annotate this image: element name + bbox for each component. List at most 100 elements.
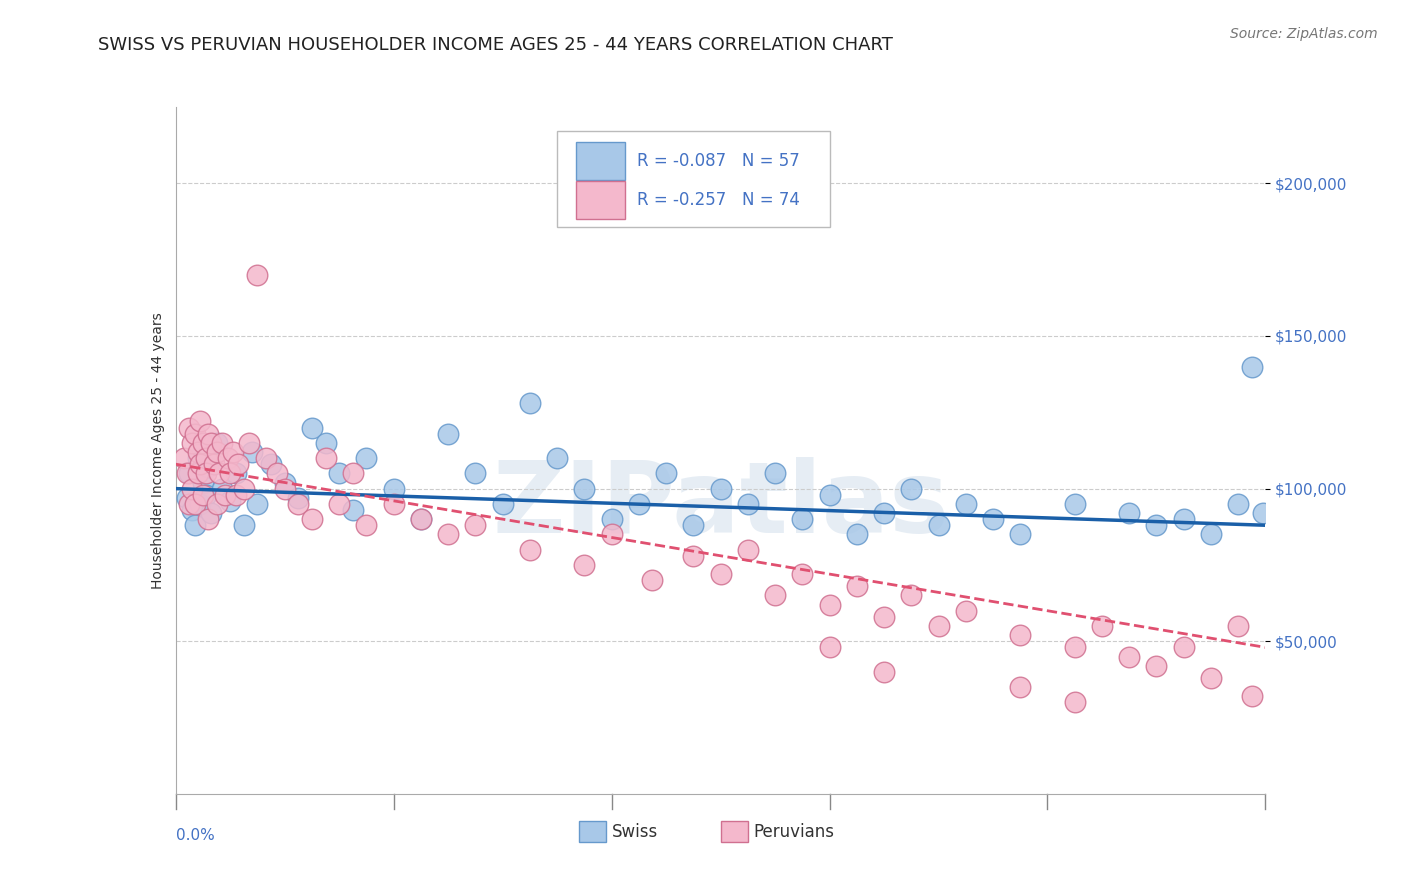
Point	[682, 518, 704, 533]
Point	[214, 488, 236, 502]
Point	[763, 467, 786, 481]
Point	[1227, 619, 1250, 633]
Point	[225, 488, 247, 502]
Point	[955, 497, 977, 511]
Point	[191, 435, 214, 450]
Point	[188, 414, 211, 428]
Point	[186, 445, 209, 459]
Point	[197, 460, 219, 475]
FancyBboxPatch shape	[579, 822, 606, 842]
Point	[1240, 689, 1263, 703]
Y-axis label: Householder Income Ages 25 - 44 years: Householder Income Ages 25 - 44 years	[150, 312, 165, 589]
Point	[287, 497, 309, 511]
Point	[1251, 506, 1274, 520]
Point	[792, 567, 814, 582]
Point	[184, 518, 207, 533]
Point	[194, 488, 217, 502]
Point	[228, 457, 250, 471]
FancyBboxPatch shape	[721, 822, 748, 842]
Point	[181, 503, 204, 517]
Point	[211, 435, 233, 450]
FancyBboxPatch shape	[557, 131, 830, 227]
Point	[641, 573, 664, 587]
Point	[763, 589, 786, 603]
Point	[179, 467, 201, 481]
FancyBboxPatch shape	[575, 181, 624, 219]
Point	[464, 518, 486, 533]
Point	[184, 497, 207, 511]
Point	[356, 451, 378, 466]
Point	[191, 488, 214, 502]
Point	[301, 420, 323, 434]
Point	[1144, 518, 1167, 533]
Point	[574, 558, 596, 572]
Point	[1063, 640, 1085, 655]
Point	[194, 451, 217, 466]
Text: Swiss: Swiss	[612, 822, 658, 840]
Point	[409, 512, 432, 526]
Point	[900, 482, 922, 496]
Point	[792, 512, 814, 526]
Point	[1091, 619, 1114, 633]
Point	[382, 497, 405, 511]
Point	[274, 482, 297, 496]
Point	[181, 435, 204, 450]
Point	[211, 482, 233, 496]
Point	[818, 598, 841, 612]
Point	[342, 503, 364, 517]
Point	[981, 512, 1004, 526]
Point	[181, 482, 204, 496]
Point	[546, 451, 568, 466]
Point	[356, 518, 378, 533]
Point	[176, 467, 198, 481]
Point	[197, 512, 219, 526]
Point	[1144, 658, 1167, 673]
Point	[246, 497, 269, 511]
Text: Peruvians: Peruvians	[754, 822, 834, 840]
Text: R = -0.087   N = 57: R = -0.087 N = 57	[637, 152, 800, 169]
Point	[600, 512, 623, 526]
Point	[328, 497, 350, 511]
Point	[655, 467, 678, 481]
Point	[737, 542, 759, 557]
Point	[287, 491, 309, 505]
Point	[928, 518, 950, 533]
Point	[217, 451, 239, 466]
Point	[179, 420, 201, 434]
Point	[197, 426, 219, 441]
Point	[818, 488, 841, 502]
Point	[232, 518, 254, 533]
Point	[873, 506, 896, 520]
Point	[1010, 628, 1032, 642]
Point	[260, 457, 283, 471]
Point	[194, 467, 217, 481]
Point	[492, 497, 515, 511]
Point	[1173, 640, 1195, 655]
Point	[1063, 497, 1085, 511]
Point	[873, 665, 896, 679]
Point	[1063, 695, 1085, 709]
Point	[845, 579, 868, 593]
Point	[200, 506, 222, 520]
Point	[191, 475, 214, 490]
Point	[200, 435, 222, 450]
Point	[682, 549, 704, 563]
Point	[202, 457, 225, 471]
Text: ZIPatlas: ZIPatlas	[492, 457, 949, 554]
Point	[254, 451, 277, 466]
Point	[232, 482, 254, 496]
Point	[1118, 649, 1140, 664]
Point	[1010, 527, 1032, 541]
Point	[328, 467, 350, 481]
Point	[818, 640, 841, 655]
Point	[301, 512, 323, 526]
Point	[710, 567, 733, 582]
Point	[188, 457, 211, 471]
Point	[519, 542, 541, 557]
Point	[186, 467, 209, 481]
Text: R = -0.257   N = 74: R = -0.257 N = 74	[637, 191, 800, 209]
Point	[219, 467, 242, 481]
Point	[342, 467, 364, 481]
Point	[1240, 359, 1263, 374]
Point	[173, 451, 195, 466]
